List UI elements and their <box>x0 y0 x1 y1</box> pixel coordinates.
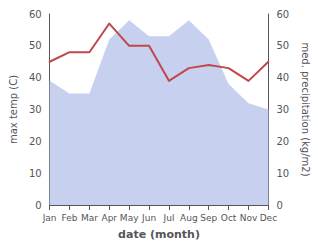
svg-text:10: 10 <box>29 168 42 179</box>
svg-text:50: 50 <box>276 40 289 51</box>
svg-text:0: 0 <box>35 200 41 211</box>
svg-text:Dec: Dec <box>260 213 277 223</box>
svg-text:Oct: Oct <box>221 213 237 223</box>
svg-text:60: 60 <box>276 9 289 20</box>
svg-text:Nov: Nov <box>240 213 258 223</box>
svg-text:May: May <box>120 213 139 223</box>
svg-text:Feb: Feb <box>62 213 78 223</box>
svg-text:Jun: Jun <box>141 213 156 223</box>
svg-text:60: 60 <box>29 9 42 20</box>
svg-text:med. precipitation (kg/m2): med. precipitation (kg/m2) <box>300 42 311 176</box>
svg-text:date (month): date (month) <box>118 228 200 241</box>
svg-text:30: 30 <box>276 104 289 115</box>
svg-text:max temp (C): max temp (C) <box>8 75 19 144</box>
svg-text:50: 50 <box>29 40 42 51</box>
svg-text:Aug: Aug <box>180 213 198 223</box>
svg-text:20: 20 <box>29 136 42 147</box>
svg-text:Sep: Sep <box>200 213 217 223</box>
svg-text:30: 30 <box>29 104 42 115</box>
svg-text:Mar: Mar <box>81 213 98 223</box>
svg-text:10: 10 <box>276 168 289 179</box>
svg-text:Apr: Apr <box>101 213 117 223</box>
svg-text:Jan: Jan <box>42 213 57 223</box>
svg-text:40: 40 <box>29 72 42 83</box>
svg-text:40: 40 <box>276 72 289 83</box>
svg-text:0: 0 <box>276 200 282 211</box>
svg-text:Jul: Jul <box>163 213 175 223</box>
svg-text:20: 20 <box>276 136 289 147</box>
